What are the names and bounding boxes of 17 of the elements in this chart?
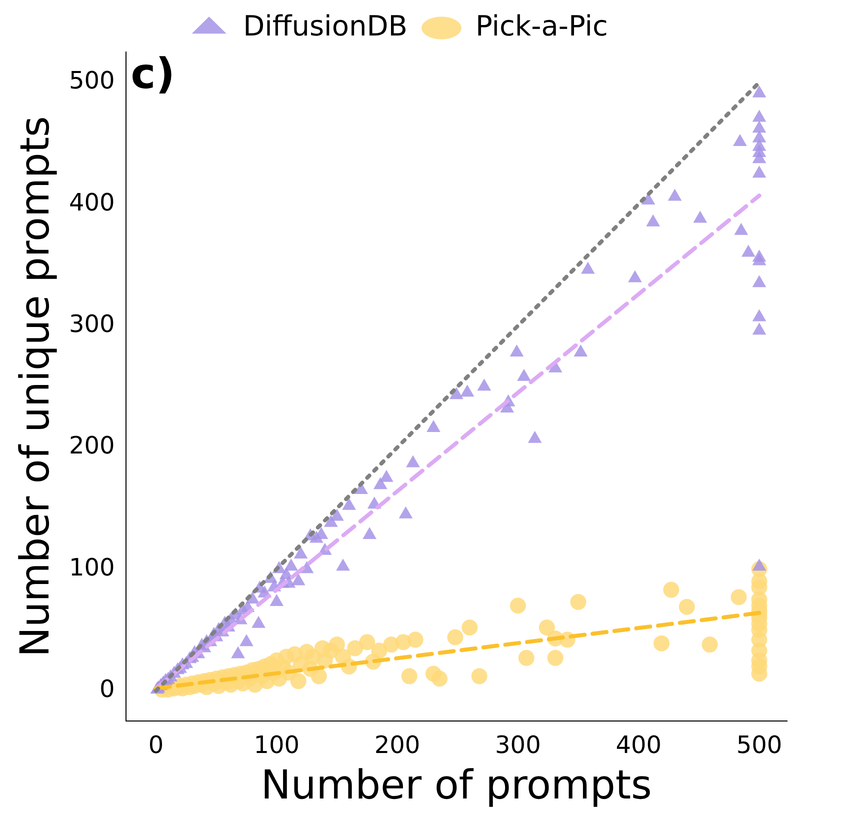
annotation: c) xyxy=(130,48,175,98)
x-tick-label: 200 xyxy=(374,730,420,759)
x-tick-label: 500 xyxy=(736,730,782,759)
y-tick-label: 500 xyxy=(68,66,115,95)
x-tick-label: 100 xyxy=(254,730,300,759)
y-tick-label: 0 xyxy=(100,675,115,704)
legend-label: DiffusionDB xyxy=(243,9,408,42)
y-tick-label: 300 xyxy=(68,310,115,338)
y-tick-label: 200 xyxy=(68,432,115,460)
y-tick-label: 400 xyxy=(68,188,115,216)
y-tick-label: 100 xyxy=(68,553,115,582)
x-tick-label: 300 xyxy=(495,730,541,759)
x-tick-label: 0 xyxy=(148,730,164,759)
y-axis-title: Number of unique prompts xyxy=(12,116,58,658)
x-axis-title: Number of prompts xyxy=(260,762,652,808)
legend-label: Pick-a-Pic xyxy=(475,9,608,42)
x-tick-label: 400 xyxy=(616,730,662,759)
